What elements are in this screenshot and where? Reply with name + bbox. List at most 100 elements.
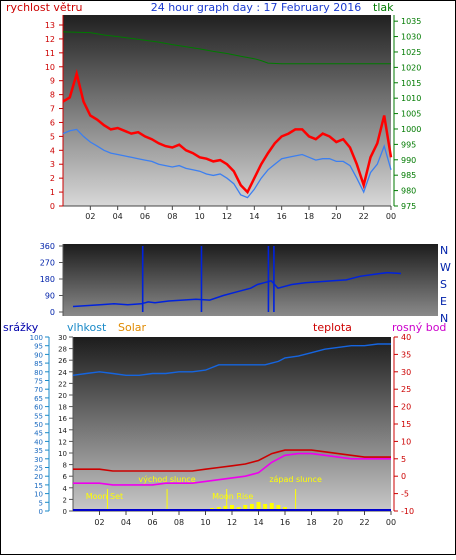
direction-axis-tick-label: 180 [40, 275, 55, 284]
wind-axis-tick-label: 8 [50, 91, 55, 100]
x-axis-tick-label: 10 [195, 212, 205, 221]
moon-set-label: Moon Set [86, 492, 123, 501]
sunset-label: západ slunce [269, 475, 322, 484]
temperature-axis-tick-label: 25 [401, 385, 411, 394]
temperature-axis-tick-label: -10 [401, 507, 414, 516]
direction-plot-area [63, 244, 438, 316]
direction-axis-tick-label: 90 [45, 292, 55, 301]
x-axis-tick-label: 04 [113, 212, 123, 221]
x-axis-tick-label: 20 [331, 212, 341, 221]
direction-axis-tick-label: 360 [40, 242, 55, 251]
solar-bar [243, 505, 248, 511]
rain-axis-tick-label: 90 [34, 351, 43, 359]
humidity-axis-tick-label: 20 [58, 392, 67, 400]
pressure-label: tlak [373, 1, 394, 14]
compass-label: E [440, 295, 447, 308]
pressure-line [62, 31, 391, 65]
pressure-axis-tick-label: 975 [401, 202, 416, 211]
x-axis-tick-label: 12 [222, 212, 232, 221]
rain-axis-tick-label: 5 [39, 499, 43, 507]
wind-axis-tick-label: 10 [45, 63, 55, 72]
humidity-axis-tick-label: 18 [58, 404, 67, 412]
rain-axis-tick-label: 25 [34, 465, 43, 473]
rain-axis-tick-label: 20 [34, 473, 43, 481]
x-axis-tick-label: 06 [147, 518, 157, 527]
rain-axis-tick-label: 70 [34, 386, 43, 394]
wind-speed-label: rychlost větru [6, 1, 82, 14]
wind-axis-tick-label: 6 [50, 118, 55, 127]
humidity-axis-tick-label: 10 [58, 450, 67, 458]
rain-axis-tick-label: 30 [34, 456, 43, 464]
pressure-axis-tick-label: 985 [401, 171, 416, 180]
x-axis-tick-label: 16 [280, 518, 290, 527]
x-axis-tick-label: 22 [359, 212, 369, 221]
temperature-axis-tick-label: 5 [401, 455, 406, 464]
pressure-axis-tick-label: 990 [401, 156, 416, 165]
humidity-axis-tick-label: 2 [63, 496, 67, 504]
sunrise-label: východ slunce [138, 475, 195, 484]
humidity-axis-tick-label: 30 [58, 334, 67, 342]
wind-direction-line [72, 271, 402, 308]
humidity-axis-tick-label: 8 [63, 462, 67, 470]
rain-axis-tick-label: 95 [34, 343, 43, 351]
rain-axis-tick-label: 80 [34, 369, 43, 377]
x-axis-tick-label: 00 [386, 518, 396, 527]
rain-axis-tick-label: 40 [34, 438, 43, 446]
temperature-axis-tick-label: 10 [401, 437, 411, 446]
humidity-axis-tick-label: 22 [58, 380, 67, 388]
humidity-axis-tick-label: 0 [63, 508, 67, 516]
wind-axis-tick-label: 4 [50, 146, 55, 155]
pressure-axis-tick-label: 1025 [401, 48, 421, 57]
rain-axis-tick-label: 50 [34, 421, 43, 429]
temp-plot-area [73, 337, 391, 511]
x-axis-tick-label: 12 [227, 518, 237, 527]
compass-label: W [440, 261, 451, 274]
temperature-axis-tick-label: 30 [401, 368, 411, 377]
x-axis-tick-label: 14 [249, 212, 259, 221]
wind-axis-tick-label: 7 [50, 105, 55, 114]
pressure-axis-tick-label: 1000 [401, 125, 421, 134]
wind-axis-tick-label: 12 [45, 35, 55, 44]
rain-axis-tick-label: 100 [30, 334, 43, 342]
solar-bar [263, 504, 268, 511]
x-axis-tick-label: 04 [121, 518, 131, 527]
x-axis-tick-label: 18 [304, 212, 314, 221]
graph-title: 24 hour graph day : 17 February 2016 [151, 1, 362, 14]
wind-axis-tick-label: 5 [50, 132, 55, 141]
pressure-axis-tick-label: 980 [401, 187, 416, 196]
wind-axis-tick-label: 2 [50, 174, 55, 183]
pressure-axis-tick-label: 1010 [401, 94, 421, 103]
x-axis-tick-label: 14 [253, 518, 263, 527]
rain-axis-tick-label: 0 [39, 508, 43, 516]
rain-axis-tick-label: 55 [34, 412, 43, 420]
compass-label: S [440, 278, 447, 291]
solar-bar [269, 503, 274, 511]
temp-humidity-chart: 0510152025303540455055606570758085909510… [30, 333, 414, 527]
humidity-label: vlhkost [67, 321, 107, 334]
pressure-axis-tick-label: 995 [401, 140, 416, 149]
temperature-axis-tick-label: 20 [401, 403, 411, 412]
direction-axis-tick-label: 270 [40, 259, 55, 268]
pressure-axis-tick-label: 1030 [401, 33, 421, 42]
x-axis-tick-label: 10 [200, 518, 210, 527]
solar-bar [230, 505, 234, 511]
rain-axis-tick-label: 60 [34, 404, 43, 412]
humidity-axis-tick-label: 4 [63, 485, 68, 493]
compass-label: N [440, 244, 448, 257]
x-axis-tick-label: 02 [85, 212, 95, 221]
wind-average-line [62, 128, 392, 199]
pressure-axis-tick-label: 1035 [401, 17, 421, 26]
compass-label: N [440, 312, 448, 325]
x-axis-tick-label: 06 [140, 212, 150, 221]
wind-pressure-chart: 0123456789101112139759809859909951000100… [45, 15, 421, 221]
rain-axis-tick-label: 85 [34, 360, 43, 368]
wind-axis-tick-label: 13 [45, 21, 55, 30]
dewpoint-line [73, 452, 391, 486]
pressure-axis-tick-label: 1020 [401, 63, 421, 72]
wind-axis-tick-label: 3 [50, 160, 55, 169]
humidity-axis-tick-label: 6 [63, 473, 68, 481]
pressure-axis-tick-label: 1005 [401, 110, 421, 119]
